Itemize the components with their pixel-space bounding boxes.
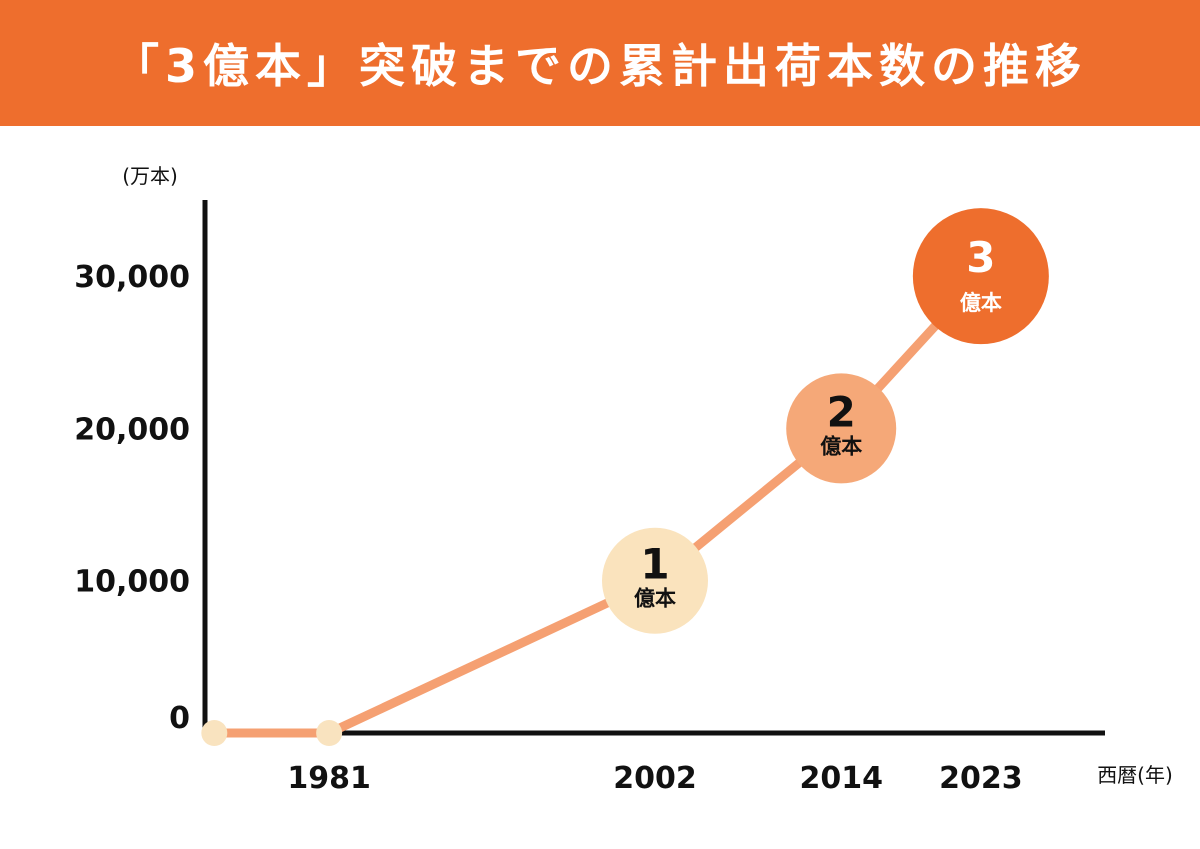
milestone-circle (602, 527, 708, 634)
y-tick-label: 10,000 (74, 565, 190, 600)
x-tick-label: 1981 (287, 761, 371, 796)
data-point (316, 720, 343, 746)
header-banner: 「3億本」突破までの累計出荷本数の推移 (0, 0, 1200, 126)
milestone-circle (786, 373, 897, 484)
y-tick-label: 30,000 (74, 260, 190, 295)
y-tick-label: 0 (169, 701, 190, 736)
x-tick-label: 2023 (939, 761, 1023, 796)
milestone-unit-label: 億本 (960, 291, 1002, 315)
milestone-number-label: 2 (827, 387, 856, 436)
milestone-number-label: 3 (966, 233, 995, 282)
y-tick-label: 20,000 (74, 412, 190, 447)
milestone-unit-label: 億本 (820, 434, 862, 458)
x-axis-unit-label: 西暦(年) (1097, 763, 1173, 787)
milestone-unit-label: 億本 (634, 587, 676, 611)
chart-title: 「3億本」突破までの累計出荷本数の推移 (112, 39, 1087, 93)
y-axis-unit-label: (万本) (122, 164, 178, 188)
x-tick-label: 2014 (799, 761, 883, 796)
milestone-number-label: 1 (640, 540, 669, 589)
x-tick-label: 2002 (613, 761, 697, 796)
milestone-circle (912, 208, 1049, 345)
data-point (201, 720, 228, 746)
data-line (209, 271, 986, 738)
